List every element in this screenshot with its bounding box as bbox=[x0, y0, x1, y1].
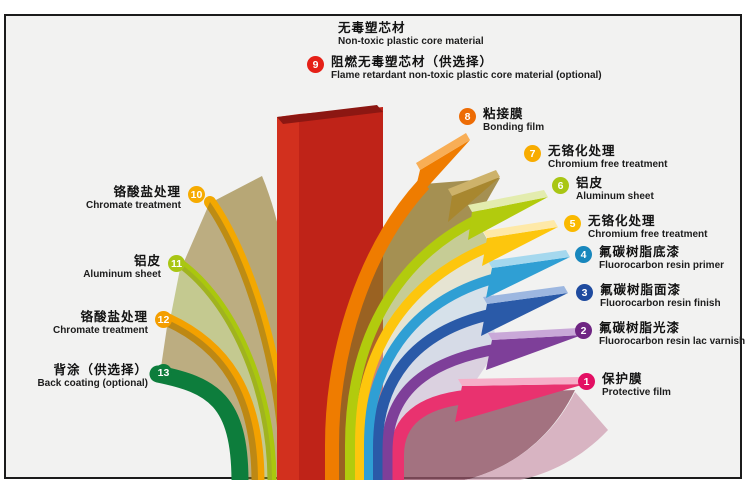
label-10-chromate: 铬酸盐处理 Chromate treatment 10 bbox=[86, 184, 205, 212]
sheet-dusty-pink bbox=[464, 392, 608, 480]
band-4-resin-primer bbox=[363, 273, 498, 480]
marker-12: 12 bbox=[155, 311, 172, 328]
blade-1-bevel bbox=[458, 377, 585, 386]
label-5-chromium-free: 5 无铬化处理 Chromium free treatment bbox=[564, 213, 707, 241]
label-6-aluminum-sheet: 6 铝皮 Aluminum sheet bbox=[552, 175, 654, 203]
blade-4-bevel bbox=[488, 250, 570, 268]
label-6-en: Aluminum sheet bbox=[576, 191, 654, 202]
sheet-6-5 bbox=[350, 220, 491, 480]
blade-7-front bbox=[448, 177, 500, 222]
blade-2-bevel bbox=[488, 328, 582, 340]
label-core-en: Non-toxic plastic core material bbox=[338, 36, 484, 47]
marker-5: 5 bbox=[564, 215, 581, 232]
label-1-zh: 保护膜 bbox=[602, 371, 643, 386]
label-12-zh: 铬酸盐处理 bbox=[80, 309, 148, 324]
label-core-zh: 无毒塑芯材 bbox=[338, 20, 406, 35]
label-12-en: Chromate treatment bbox=[52, 325, 148, 336]
blade-1-front bbox=[455, 384, 585, 422]
label-1-en: Protective film bbox=[602, 387, 671, 398]
band-2-lac-varnish bbox=[381, 343, 498, 480]
marker-8: 8 bbox=[459, 108, 476, 125]
band-13-backcoating bbox=[149, 365, 249, 480]
label-2-en: Fluorocarbon resin lac varnish bbox=[599, 336, 746, 347]
marker-2: 2 bbox=[575, 322, 592, 339]
marker-6: 6 bbox=[552, 177, 569, 194]
blade-5-front bbox=[482, 227, 558, 266]
label-7-en: Chromium free treatment bbox=[548, 159, 668, 170]
label-13-zh: 背涂（供选择） bbox=[53, 362, 148, 377]
label-5-zh: 无铬化处理 bbox=[588, 213, 656, 228]
marker-1: 1 bbox=[578, 373, 595, 390]
label-10-zh: 铬酸盐处理 bbox=[113, 184, 181, 199]
label-3-zh: 氟碳树脂面漆 bbox=[600, 282, 682, 297]
band-8-bonding-film bbox=[325, 179, 430, 480]
sheet-11-12 bbox=[170, 264, 272, 480]
marker-7: 7 bbox=[524, 145, 541, 162]
label-6-zh: 铝皮 bbox=[576, 175, 604, 190]
label-11-aluminum-sheet: 铝皮 Aluminum sheet 11 bbox=[83, 253, 185, 281]
label-3-resin-finish: 3 氟碳树脂面漆 Fluorocarbon resin finish bbox=[576, 282, 721, 310]
band-1-protective-film bbox=[390, 390, 466, 480]
label-8-zh: 粘接膜 bbox=[483, 106, 524, 121]
label-13-en: Back coating (optional) bbox=[37, 378, 148, 389]
label-3-en: Fluorocarbon resin finish bbox=[600, 298, 721, 309]
label-4-en: Fluorocarbon resin primer bbox=[599, 260, 725, 271]
marker-9: 9 bbox=[307, 56, 324, 73]
blade-6-bevel bbox=[468, 190, 548, 212]
label-1-protective-film: 1 保护膜 Protective film bbox=[578, 371, 671, 399]
blade-5-bevel bbox=[483, 220, 558, 238]
label-5-en: Chromium free treatment bbox=[588, 229, 708, 240]
label-12-chromate: 铬酸盐处理 Chromate treatment 12 bbox=[53, 309, 172, 337]
core-slab-top bbox=[277, 105, 383, 124]
label-10-en: Chromate treatment bbox=[85, 200, 181, 211]
label-7-chromium-free: 7 无铬化处理 Chromium free treatment bbox=[524, 143, 667, 171]
marker-10: 10 bbox=[188, 186, 205, 203]
label-2-zh: 氟碳树脂光漆 bbox=[599, 320, 681, 335]
blade-3-front bbox=[481, 293, 568, 336]
sheet-10-11 bbox=[183, 202, 286, 480]
label-8-bonding-film: 8 粘接膜 Bonding film bbox=[459, 106, 544, 134]
label-2-lac-varnish: 2 氟碳树脂光漆 Fluorocarbon resin lac varnish bbox=[575, 320, 745, 348]
label-11-zh: 铝皮 bbox=[133, 253, 161, 268]
label-11-en: Aluminum sheet bbox=[83, 269, 161, 280]
label-core: 无毒塑芯材 Non-toxic plastic core material bbox=[338, 20, 484, 48]
label-core-optional-zh: 阻燃无毒塑芯材（供选择） bbox=[331, 54, 494, 69]
blade-7-bevel bbox=[448, 170, 500, 196]
sheet-12-13 bbox=[160, 320, 258, 480]
blade-3-bevel bbox=[483, 286, 568, 304]
blade-8-front bbox=[412, 140, 470, 204]
sheet-mauve bbox=[397, 390, 575, 480]
label-core-optional-en: Flame retardant non-toxic plastic core m… bbox=[331, 70, 602, 81]
blade-4-front bbox=[486, 257, 570, 298]
marker-11: 11 bbox=[168, 255, 185, 272]
marker-3: 3 bbox=[576, 284, 593, 301]
marker-4: 4 bbox=[575, 246, 592, 263]
label-8-en: Bonding film bbox=[483, 122, 545, 133]
blade-2-front bbox=[486, 335, 582, 370]
blade-8-bevel bbox=[416, 133, 470, 170]
band-5-chromium-free bbox=[354, 241, 493, 480]
band-6-aluminum bbox=[345, 215, 479, 480]
label-13-back-coating: 背涂（供选择） Back coating (optional) 13 bbox=[37, 362, 172, 390]
label-4-resin-primer: 4 氟碳树脂底漆 Fluorocarbon resin primer bbox=[575, 244, 724, 272]
label-4-zh: 氟碳树脂底漆 bbox=[599, 244, 681, 259]
label-7-zh: 无铬化处理 bbox=[548, 143, 616, 158]
label-core-optional: 9 阻燃无毒塑芯材（供选择） Flame retardant non-toxic… bbox=[307, 54, 602, 82]
core-slab-side bbox=[277, 114, 299, 480]
band-3-resin-finish bbox=[371, 308, 494, 480]
blade-6-front bbox=[468, 197, 548, 240]
marker-13: 13 bbox=[155, 364, 172, 381]
